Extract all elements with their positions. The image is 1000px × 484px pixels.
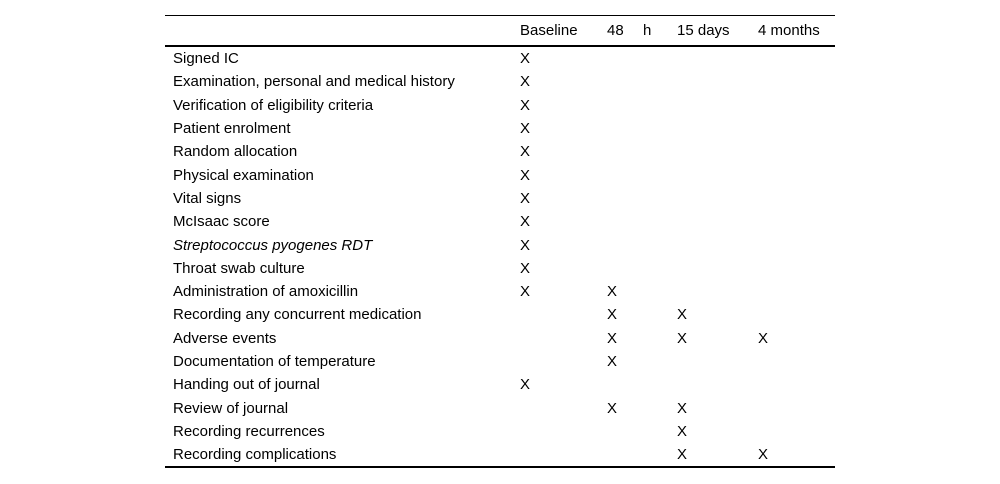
header-baseline: Baseline	[520, 22, 578, 39]
row-label: Throat swab culture	[173, 259, 305, 277]
row-label: Random allocation	[173, 143, 298, 161]
mark-48h: X	[607, 283, 618, 301]
mark-baseline: X	[520, 50, 531, 68]
header-48: 48	[607, 22, 624, 39]
table-row: Recording any concurrent medication X X	[165, 303, 835, 326]
table-row: Examination, personal and medical histor…	[165, 70, 835, 93]
row-label: Recording recurrences	[173, 422, 325, 440]
mark-48h: X	[607, 399, 618, 417]
row-label: Adverse events	[173, 329, 277, 347]
mark-baseline: X	[520, 213, 531, 231]
mark-15days: X	[677, 399, 688, 417]
table-row: Recording recurrences X	[165, 420, 835, 443]
table-row: Streptococcus pyogenes RDT X	[165, 233, 835, 256]
mark-4months: X	[758, 329, 769, 347]
mark-baseline: X	[520, 259, 531, 277]
row-label: Vital signs	[173, 189, 242, 207]
row-label: Signed IC	[173, 50, 239, 68]
schedule-table: Baseline 48 h 15 days 4 months Signed IC…	[165, 15, 835, 469]
row-label: Recording complications	[173, 446, 337, 464]
mark-15days: X	[677, 422, 688, 440]
header-15days: 15 days	[677, 22, 730, 39]
row-label: Examination, personal and medical histor…	[173, 73, 455, 91]
mark-baseline: X	[520, 143, 531, 161]
table-row: Recording complications X X	[165, 443, 835, 466]
mark-baseline: X	[520, 189, 531, 207]
mark-48h: X	[607, 353, 618, 370]
row-label: Review of journal	[173, 399, 289, 417]
mark-4months: X	[758, 446, 769, 464]
mark-baseline: X	[520, 236, 531, 254]
mark-48h: X	[607, 329, 618, 347]
row-label: Patient enrolment	[173, 120, 291, 138]
row-label: Recording any concurrent medication	[173, 306, 422, 324]
row-label: Physical examination	[173, 166, 314, 184]
mark-baseline: X	[520, 376, 531, 394]
row-label: Handing out of journal	[173, 376, 320, 394]
table-row: Documentation of temperature X	[165, 350, 835, 373]
table-row: Vital signs X	[165, 187, 835, 210]
table-row: Handing out of journal X	[165, 373, 835, 396]
row-label: Documentation of temperature	[173, 353, 376, 370]
mark-baseline: X	[520, 73, 531, 91]
header-4months: 4 months	[758, 22, 820, 39]
row-label: Verification of eligibility criteria	[173, 96, 374, 114]
header-h: h	[643, 22, 652, 39]
row-label: Administration of amoxicillin	[173, 283, 359, 301]
row-label: Streptococcus pyogenes RDT	[173, 236, 373, 254]
table-row: Throat swab culture X	[165, 257, 835, 280]
table-body: Signed IC X Examination, personal and medi…	[165, 47, 835, 469]
mark-baseline: X	[520, 166, 531, 184]
mark-15days: X	[677, 446, 688, 464]
table-header-row: Baseline 48 h 15 days 4 months	[165, 16, 835, 47]
mark-baseline: X	[520, 120, 531, 138]
mark-baseline: X	[520, 283, 531, 301]
table-row: Random allocation X	[165, 140, 835, 163]
table-row: Patient enrolment X	[165, 117, 835, 140]
table-row: Administration of amoxicillin X X	[165, 280, 835, 303]
row-label: McIsaac score	[173, 213, 270, 231]
mark-15days: X	[677, 306, 688, 324]
table-row: Adverse events X X X	[165, 327, 835, 350]
table-row: Signed IC X	[165, 47, 835, 70]
table-row: Physical examination X	[165, 163, 835, 186]
table-row: Review of journal X X	[165, 396, 835, 419]
table-row: Verification of eligibility criteria X	[165, 94, 835, 117]
mark-48h: X	[607, 306, 618, 324]
mark-15days: X	[677, 329, 688, 347]
mark-baseline: X	[520, 96, 531, 114]
table-row: McIsaac score X	[165, 210, 835, 233]
